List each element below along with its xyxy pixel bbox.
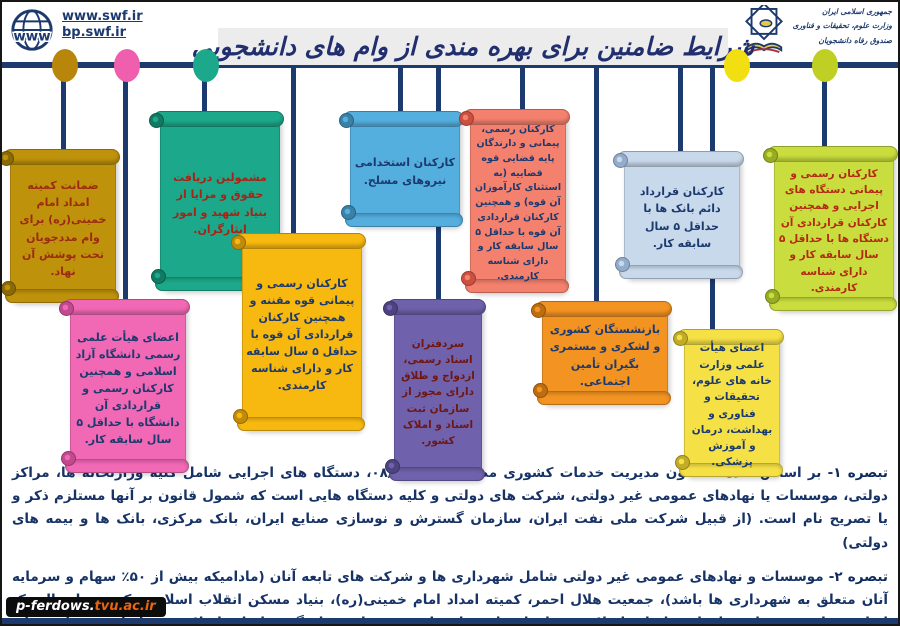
timeline-dot: [812, 49, 838, 82]
scroll-curl-icon: [673, 331, 688, 346]
scroll-curl-icon: [385, 459, 400, 474]
timeline-dot: [193, 49, 219, 82]
scroll-roll: [387, 299, 486, 315]
scroll-roll: [153, 111, 284, 127]
scroll-curl-icon: [2, 151, 14, 166]
scroll-curl-icon: [459, 111, 474, 126]
scroll-roll: [389, 467, 485, 481]
scroll-curl-icon: [233, 409, 248, 424]
note-1: تبصره ۱- بر اساس ماده ۵ قانون مدیریت خدم…: [12, 462, 888, 555]
timeline-line: [2, 62, 898, 68]
scroll-card-text: ضمانت کمیته امداد امام خمینی(ره) برای وا…: [19, 179, 107, 278]
scroll-curl-icon: [533, 383, 548, 398]
scroll-roll: [767, 146, 898, 162]
scroll-card-armed-forces: کارکنان استخدامی نیروهای مسلح.: [339, 111, 464, 227]
scroll-card-text: کارکنان رسمی و پیمانی قوه مقننه و همچنین…: [246, 276, 358, 393]
scroll-card-bank-employees: کارکنان قرارداد دائم بانک ها با حداقل ۵ …: [613, 151, 744, 279]
scroll-roll: [3, 149, 120, 165]
scroll-roll: [537, 391, 671, 405]
scroll-roll: [235, 233, 366, 249]
title-band: شرایط ضامنین برای بهره مندی از وام های د…: [192, 28, 754, 65]
card-string: [202, 64, 207, 122]
scroll-curl-icon: [763, 148, 778, 163]
student-welfare-fund-logo: [744, 5, 783, 53]
scroll-curl-icon: [149, 113, 164, 128]
scroll-card-text: کارکنان استخدامی نیروهای مسلح.: [354, 156, 456, 187]
card-string: [822, 64, 827, 157]
org-line: جمهوری اسلامی ایران: [821, 7, 892, 16]
footer-site-suffix: tvu.ac.ir: [94, 599, 156, 614]
scroll-card-legislature-staff: کارکنان رسمی و پیمانی قوه مقننه و همچنین…: [231, 233, 366, 431]
organization-names: جمهوری اسلامی ایران وزارت علوم، تحقیقات …: [793, 5, 892, 48]
scroll-roll: [617, 151, 744, 167]
scroll-card-notaries: سردفتران اسناد رسمی، ازدواج و طلاق دارای…: [383, 299, 486, 481]
bottom-border-bar: [2, 618, 898, 624]
scroll-curl-icon: [339, 113, 354, 128]
scroll-card-ministry-faculty: اعضای هیأت علمی وزارت خانه های علوم، تحق…: [673, 329, 784, 477]
scroll-card-azad-university: اعضای هیأت علمی رسمی دانشگاه آزاد اسلامی…: [59, 299, 190, 473]
scroll-curl-icon: [231, 235, 246, 250]
website-links: www.swf.ir bp.swf.ir: [62, 9, 143, 40]
scroll-curl-icon: [383, 301, 398, 316]
footer-site-prefix: p-ferdows.: [16, 599, 95, 614]
scroll-curl-icon: [61, 451, 76, 466]
scroll-card-text: سردفتران اسناد رسمی، ازدواج و طلاق دارای…: [401, 337, 475, 448]
scroll-curl-icon: [613, 153, 628, 168]
scroll-roll: [343, 111, 464, 127]
scroll-curl-icon: [765, 289, 780, 304]
scroll-card-executive-agencies: کارکنان رسمی و پیمانی دستگاه های اجرایی …: [763, 146, 898, 311]
organization-block: جمهوری اسلامی ایران وزارت علوم، تحقیقات …: [741, 5, 892, 57]
scroll-curl-icon: [341, 205, 356, 220]
scroll-roll: [465, 279, 569, 293]
note-1-body: بر اساس ماده ۵ قانون مدیریت خدمات کشوری …: [12, 465, 888, 551]
scroll-roll: [345, 213, 463, 227]
scroll-roll: [535, 301, 672, 317]
scroll-roll: [237, 417, 365, 431]
svg-text:www: www: [13, 30, 50, 45]
scroll-card-text: کارکنان رسمی، پیمانی و دارندگان پایه قضا…: [474, 123, 562, 282]
scroll-card-text: کارکنان رسمی و پیمانی دستگاه های اجرایی …: [779, 167, 889, 294]
scroll-card-text: اعضای هیأت علمی وزارت خانه های علوم، تحق…: [691, 342, 773, 469]
scroll-curl-icon: [531, 303, 546, 318]
scroll-roll: [619, 265, 743, 279]
card-string: [594, 64, 599, 312]
org-line: صندوق رفاه دانشجویان: [818, 35, 892, 45]
link-bp-swf[interactable]: bp.swf.ir: [62, 25, 127, 40]
scroll-curl-icon: [461, 271, 476, 286]
scroll-roll: [63, 299, 190, 315]
card-string: [123, 64, 128, 310]
scroll-card-judiciary-staff: کارکنان رسمی، پیمانی و دارندگان پایه قضا…: [459, 109, 570, 293]
link-swf[interactable]: www.swf.ir: [62, 9, 143, 24]
scroll-curl-icon: [675, 455, 690, 470]
scroll-card-text: کارکنان قرارداد دائم بانک ها با حداقل ۵ …: [639, 185, 725, 250]
scroll-curl-icon: [2, 281, 16, 296]
scroll-card-text: مشمولین دریافت حقوق و مزایا از بنیاد شهی…: [173, 171, 267, 236]
card-string: [398, 64, 403, 122]
www-globe-icon: www: [11, 9, 53, 51]
card-string: [291, 64, 296, 244]
scroll-curl-icon: [615, 257, 630, 272]
scroll-card-retirees: بازنشستگان کشوری و لشکری و مستمری بگیران…: [531, 301, 672, 405]
footer-site-link[interactable]: p-ferdows.tvu.ac.ir: [6, 597, 166, 617]
note-2-label: تبصره ۲-: [828, 568, 888, 585]
card-string: [61, 64, 66, 160]
scroll-roll: [65, 459, 189, 473]
org-line: وزارت علوم، تحقیقات و فناوری: [792, 21, 892, 31]
scroll-roll: [679, 463, 783, 477]
scroll-roll: [769, 297, 897, 311]
scroll-curl-icon: [59, 301, 74, 316]
card-string: [520, 64, 525, 120]
scroll-card-text: بازنشستگان کشوری و لشکری و مستمری بگیران…: [549, 323, 661, 388]
timeline-dot: [52, 49, 78, 82]
timeline-dot: [724, 49, 750, 82]
card-string: [678, 64, 683, 162]
scroll-curl-icon: [151, 269, 166, 284]
page-title: شرایط ضامنین برای بهره مندی از وام های د…: [191, 32, 755, 61]
timeline-dot: [114, 49, 140, 82]
scroll-card-imam-khomeini-relief: ضمانت کمیته امداد امام خمینی(ره) برای وا…: [2, 149, 120, 303]
note-1-label: تبصره ۱-: [827, 465, 888, 481]
scroll-card-text: اعضای هیأت علمی رسمی دانشگاه آزاد اسلامی…: [75, 330, 181, 447]
